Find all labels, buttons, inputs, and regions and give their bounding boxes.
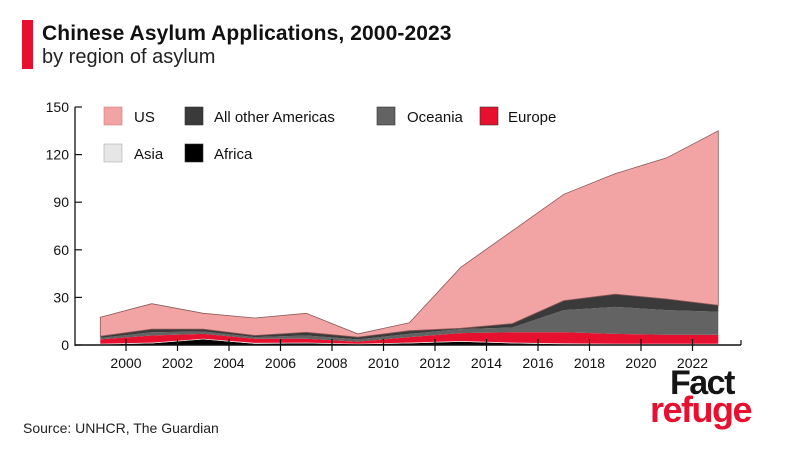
chart-title: Chinese Asylum Applications, 2000-2023 [42,22,452,45]
legend-label-africa: Africa [214,146,253,163]
y-tick-label: 0 [61,337,69,353]
y-tick-label: 30 [53,289,69,305]
area-asia [100,338,719,345]
x-tick-label: 2018 [574,355,605,371]
source-note: Source: UNHCR, The Guardian [23,420,219,436]
x-tick-label: 2022 [677,355,708,371]
x-tick-label: 2012 [419,355,450,371]
y-tick-label: 60 [53,242,69,258]
y-tick-label: 90 [53,194,69,210]
factrefuge-logo: Fact refuge [648,366,778,432]
x-tick-label: 2008 [316,355,347,371]
x-tick-label: 2014 [471,355,502,371]
x-tick-label: 2000 [110,355,141,371]
legend-swatch-africa [184,143,204,163]
legend-swatch-asia [103,143,123,163]
x-tick-label: 2020 [625,355,656,371]
area-europe [100,332,719,344]
legend-label-asia: Asia [134,146,164,163]
area-oceania [100,306,719,342]
area-us [99,130,719,338]
x-tick-label: 2010 [368,355,399,371]
axes: 0 30 60 90 120 150 2000 2002 2004 2006 2008 2010 201… [46,99,742,371]
x-tick-label: 2006 [265,355,296,371]
x-tick-label: 2016 [522,355,553,371]
y-tick-label: 120 [46,147,70,163]
legend-swatch-oceania [376,106,396,126]
legend-label-oceania: Oceania [407,109,464,126]
chart-subtitle: by region of asylum [42,46,216,68]
legend-swatch-europe [479,106,499,126]
legend-label-all-other-americas: All other Americas [214,109,335,126]
area-all-other-americas [100,294,719,340]
legend: US All other Americas Oceania Europe Asia Afr… [103,106,556,163]
legend-swatch-us [103,106,123,126]
stacked-areas [99,130,719,345]
logo-refuge-text: refuge [650,389,753,430]
legend-label-us: US [134,109,155,126]
logo-fact-text: Fact [670,364,735,402]
legend-swatch-all-other-americas [184,106,204,126]
y-tick-label: 150 [46,99,70,115]
legend-label-europe: Europe [508,109,556,126]
x-tick-label: 2002 [162,355,193,371]
title-accent-bar [22,20,33,69]
x-tick-label: 2004 [213,355,244,371]
